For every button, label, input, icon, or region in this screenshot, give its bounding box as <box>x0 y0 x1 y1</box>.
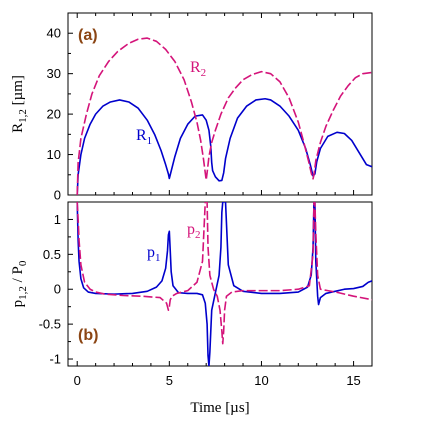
y-tick-label: 10 <box>47 147 61 162</box>
x-axis-title: Time [µs] <box>190 400 249 416</box>
y-tick-label: -1 <box>49 352 61 367</box>
series-line-R1 <box>76 97 372 195</box>
series-label-R1: R1 <box>136 127 152 147</box>
series-label-R2: R2 <box>190 59 206 79</box>
series-label-p2: p2 <box>187 221 201 241</box>
panel-label: (a) <box>78 27 98 44</box>
plot-frame <box>67 12 373 196</box>
y-tick-label: 0.5 <box>43 247 61 262</box>
y-axis-title: p1,2 / P0 <box>10 260 29 307</box>
x-tick-label: 10 <box>254 373 268 388</box>
series-line-p1 <box>76 202 372 366</box>
y-tick-label: 30 <box>47 66 61 81</box>
plot-frame <box>67 201 373 367</box>
x-tick-label: 0 <box>74 373 81 388</box>
panel-0: 0 10 20 30 40 R1 R2 (a) R1,2 [µm] <box>10 12 373 203</box>
x-tick-label: 5 <box>166 373 173 388</box>
y-tick-label: -0.5 <box>39 317 61 332</box>
series-label-p1: p1 <box>147 244 161 264</box>
y-tick-label: 20 <box>47 107 61 122</box>
panel-label: (b) <box>78 327 98 344</box>
series-line-p2 <box>76 202 372 345</box>
y-tick-label: 0 <box>54 188 61 203</box>
series-line-R2 <box>76 37 372 195</box>
x-tick-label: 15 <box>346 373 360 388</box>
y-tick-label: 40 <box>47 26 61 41</box>
y-tick-label: 1 <box>54 212 61 227</box>
y-tick-label: 0 <box>54 282 61 297</box>
y-axis-title: R1,2 [µm] <box>10 75 29 133</box>
